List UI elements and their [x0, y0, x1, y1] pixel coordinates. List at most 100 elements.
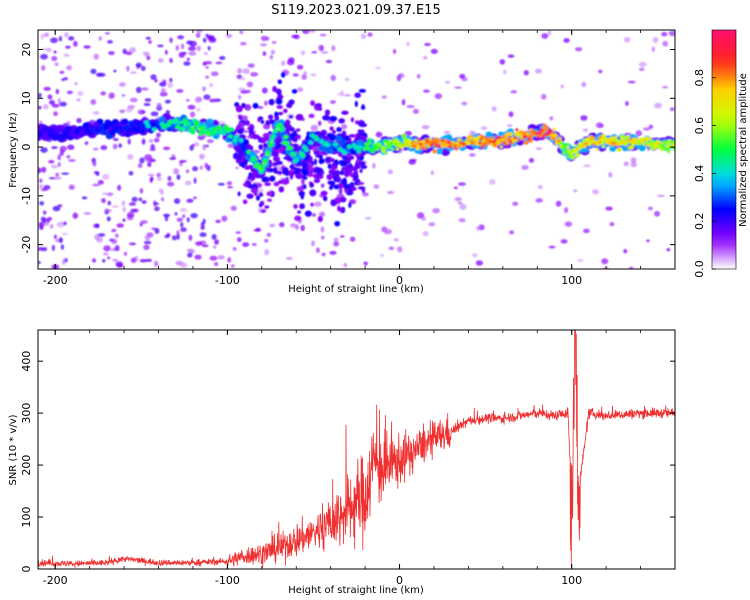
- spectrogram-speckle: [121, 200, 126, 207]
- spectrogram-ridge: [389, 141, 393, 145]
- spectrogram-speckle: [157, 58, 164, 63]
- spectrogram-speckle: [595, 122, 603, 129]
- spectrogram-speckle: [662, 40, 669, 47]
- spectrogram-speckle: [654, 210, 661, 217]
- spectrogram-blob: [251, 134, 260, 140]
- spectrogram-speckle: [209, 255, 218, 261]
- spectrogram-ridge: [563, 144, 567, 148]
- spectrogram-speckle: [235, 166, 239, 170]
- spectrogram-speckle: [408, 159, 416, 165]
- spectrogram-speckle: [81, 196, 88, 200]
- spectrogram-speckle: [116, 223, 124, 228]
- spectrogram-speckle: [161, 79, 167, 86]
- spectrogram-blob: [322, 114, 330, 121]
- spectrogram-marks: [38, 30, 675, 269]
- spectrogram-speckle: [171, 235, 177, 241]
- spectrogram-speckle: [92, 183, 101, 187]
- spectrogram-speckle: [146, 232, 154, 238]
- spectrogram-speckle: [151, 227, 157, 230]
- spectrogram-speckle: [535, 147, 542, 150]
- spectrogram-ridge: [445, 134, 453, 140]
- spectrogram-speckle: [471, 253, 478, 258]
- snr-xtick-label: -100: [215, 574, 240, 587]
- spectrogram-blob: [304, 210, 312, 217]
- spectrogram-speckle: [153, 260, 159, 267]
- spectrogram-speckle: [135, 62, 142, 68]
- spectrogram-speckle: [560, 84, 564, 89]
- spectrogram-blob: [289, 168, 295, 172]
- spectrogram-speckle: [118, 143, 122, 148]
- spectrogram-ridge: [181, 127, 186, 131]
- spectrogram-speckle: [300, 224, 305, 232]
- spectrogram-speckle: [139, 258, 148, 263]
- spectrogram-speckle: [205, 75, 210, 79]
- spectrogram-ridge: [291, 152, 297, 157]
- spectrogram-blob: [320, 190, 328, 196]
- spectrogram-speckle: [180, 43, 185, 50]
- spectrogram-ridge: [626, 134, 631, 138]
- spectrogram-speckle: [652, 37, 659, 43]
- spectrogram-speckle: [430, 170, 434, 176]
- spectrogram-speckle: [232, 247, 237, 251]
- spectrogram-blob: [236, 153, 243, 161]
- spectrogram-ridge: [423, 146, 428, 150]
- spectrogram-ridge: [498, 136, 502, 139]
- spectrogram-blob: [315, 103, 322, 108]
- spectrogram-speckle: [83, 212, 92, 215]
- spectrogram-ridge: [479, 137, 483, 141]
- spectrogram-speckle: [159, 190, 165, 195]
- spectrogram-speckle: [406, 42, 410, 47]
- spectrogram-blob: [334, 220, 341, 227]
- spectrogram-ridge: [233, 135, 239, 140]
- spectrogram-ridge: [440, 139, 445, 143]
- spectrogram-speckle: [242, 68, 250, 75]
- spectrogram-speckle: [422, 231, 429, 237]
- spectrogram-speckle: [112, 137, 119, 142]
- spectrogram-ridge: [651, 147, 655, 150]
- spectrogram-speckle: [164, 215, 169, 222]
- spectrogram-speckle: [605, 206, 613, 211]
- spectrogram-ridge: [637, 142, 641, 146]
- spectrogram-speckle: [480, 126, 488, 131]
- spectrogram-speckle: [147, 161, 152, 168]
- spectrogram-ridge: [657, 145, 662, 149]
- spectrogram-speckle: [130, 71, 137, 74]
- spectrogram-ridge: [618, 139, 623, 143]
- spectrogram-speckle: [140, 220, 148, 224]
- spectrogram-speckle: [127, 104, 135, 110]
- spectrogram-ridge: [583, 144, 587, 148]
- spectrogram-speckle: [509, 230, 515, 235]
- spectrogram-speckle: [116, 263, 124, 268]
- spectrogram-blob: [268, 131, 273, 135]
- spectrogram-ridge: [477, 141, 482, 145]
- spectrogram-speckle: [230, 264, 235, 268]
- spectrogram-blob: [329, 126, 334, 131]
- spectrogram-blob: [275, 97, 283, 105]
- spectrogram-speckle: [66, 65, 73, 71]
- spectrogram-blob: [250, 173, 256, 181]
- spectrogram-blob: [241, 102, 246, 109]
- spectrogram-ytick-label: 10: [20, 91, 33, 105]
- spectrogram-speckle: [219, 55, 226, 60]
- spectrogram-ridge: [589, 140, 593, 144]
- spectrogram-speckle: [131, 196, 138, 203]
- spectrogram-speckle: [55, 172, 60, 177]
- spectrogram-speckle: [461, 101, 468, 106]
- spectrogram-speckle: [373, 184, 380, 189]
- spectrogram-ytick-label: 0: [20, 144, 33, 151]
- spectrogram-ridge: [573, 144, 578, 147]
- spectrogram-speckle: [55, 88, 60, 95]
- spectrogram-speckle: [183, 61, 191, 66]
- spectrogram-ridge: [662, 142, 666, 146]
- spectrogram-speckle: [64, 31, 69, 38]
- spectrogram-ridge: [454, 147, 459, 151]
- spectrogram-speckle: [164, 49, 168, 55]
- spectrogram-xtick-label: 100: [561, 274, 582, 287]
- spectrogram-blob: [303, 154, 310, 162]
- spectrogram-speckle: [242, 130, 249, 133]
- spectrogram-speckle: [217, 255, 225, 260]
- spectrogram-ridge: [476, 137, 480, 141]
- spectrogram-ytick-label: 20: [20, 43, 33, 57]
- spectrogram-ridge: [601, 133, 607, 139]
- spectrogram-blob: [309, 189, 317, 197]
